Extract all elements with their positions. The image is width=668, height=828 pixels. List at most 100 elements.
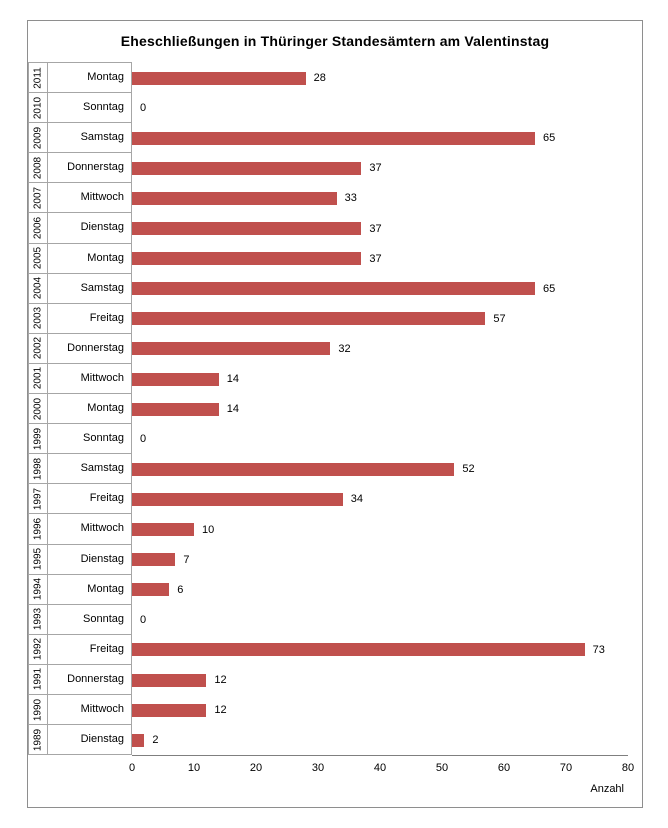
day-label: Freitag [48,484,132,515]
bar [132,643,585,657]
year-cell: 1992 [29,634,48,665]
bar [132,523,194,536]
day-label: Montag [48,394,132,425]
category-row: 2004 Samstag [29,273,132,304]
category-row: 2002 Donnerstag [29,333,132,364]
bar-row: 37 [132,214,628,244]
bar-row: 0 [132,605,628,635]
day-label: Montag [48,243,132,274]
year-cell: 1999 [29,424,48,455]
bar-row: 12 [132,665,628,695]
year-label: 2005 [32,246,44,270]
category-row: 1999 Sonntag [29,424,132,455]
bar-row: 28 [132,63,628,93]
year-cell: 1989 [29,725,48,756]
year-label: 2001 [32,367,44,390]
x-axis-tick: 80 [621,762,635,774]
year-cell: 2000 [29,394,48,425]
year-cell: 2002 [29,333,48,364]
category-row: 1991 Donnerstag [29,664,132,695]
x-axis-tick: 20 [249,762,263,774]
day-label: Sonntag [48,93,132,124]
year-cell: 1991 [29,664,48,695]
bar-row: 7 [132,545,628,575]
year-label: 2004 [32,277,44,300]
year-cell: 2008 [29,153,48,184]
value-label: 57 [493,312,506,325]
value-label: 12 [214,704,227,717]
year-cell: 1995 [29,544,48,575]
year-cell: 2011 [29,63,48,94]
x-axis-tick: 40 [373,762,387,774]
day-label: Donnerstag [48,333,132,364]
bar-row: 32 [132,334,628,364]
category-row: 2006 Dienstag [29,213,132,244]
bar [132,252,362,266]
value-label: 28 [313,72,326,84]
year-cell: 2010 [29,93,48,124]
bar [132,342,331,356]
plot-area: 28 0 65 37 33 37 37 65 57 [132,63,628,757]
bar-row: 37 [132,153,628,183]
value-label: 0 [140,102,147,115]
year-label: 2007 [32,186,44,210]
year-cell: 2005 [29,243,48,274]
category-row: 2007 Mittwoch [29,183,132,214]
day-label: Dienstag [48,213,132,244]
year-cell: 1997 [29,484,48,515]
year-label: 1989 [32,728,44,751]
year-label: 2011 [32,66,44,89]
value-label: 34 [350,493,364,506]
year-label: 2009 [32,126,44,149]
year-label: 1990 [32,698,44,721]
year-cell: 2003 [29,303,48,334]
bar-row: 2 [132,725,628,755]
value-label: 12 [214,674,227,686]
bar [132,402,219,416]
category-row: 1997 Freitag [29,484,132,515]
value-label: 2 [152,734,159,747]
year-label: 1998 [32,457,44,480]
chart-frame: Eheschließungen in Thüringer Standesämte… [27,20,643,808]
bar-row: 6 [132,575,628,605]
x-axis-tick: 50 [435,762,449,774]
category-row: 2000 Montag [29,394,132,425]
bar [132,222,362,235]
category-grid: 2011 Montag 2010 Sonntag 2009 Samstag 20… [28,62,132,756]
bar-row: 52 [132,454,628,484]
bar [132,282,535,296]
day-label: Montag [48,63,132,94]
year-label: 1995 [32,547,44,571]
x-axis-tick: 70 [559,762,573,774]
category-row: 2011 Montag [29,63,132,94]
year-label: 2003 [32,307,44,330]
bar-row: 12 [132,695,628,725]
bar [132,553,176,567]
category-row: 1996 Mittwoch [29,514,132,545]
bar-row: 10 [132,515,628,545]
day-label: Mittwoch [48,363,132,395]
year-cell: 1993 [29,604,48,635]
x-axis-label: Anzahl [590,783,624,795]
category-row: 1995 Dienstag [29,544,132,575]
year-cell: 2009 [29,123,48,154]
day-label: Sonntag [48,424,132,455]
category-row: 2010 Sonntag [29,93,132,124]
day-label: Montag [48,574,132,605]
year-label: 2006 [32,216,44,240]
value-label: 0 [140,613,147,626]
year-label: 1992 [32,638,44,661]
value-label: 37 [369,252,382,265]
value-label: 73 [592,643,605,656]
year-cell: 2007 [29,183,48,214]
bar [132,161,362,175]
value-label: 65 [543,132,556,145]
day-label: Donnerstag [48,153,132,184]
chart-title: Eheschließungen in Thüringer Standesämte… [120,33,550,49]
category-row: 1993 Sonntag [29,604,132,635]
year-label: 1997 [32,487,44,510]
day-label: Mittwoch [48,183,132,214]
year-cell: 1998 [29,454,48,485]
year-label: 1991 [32,668,44,691]
category-row: 2003 Freitag [29,303,132,334]
